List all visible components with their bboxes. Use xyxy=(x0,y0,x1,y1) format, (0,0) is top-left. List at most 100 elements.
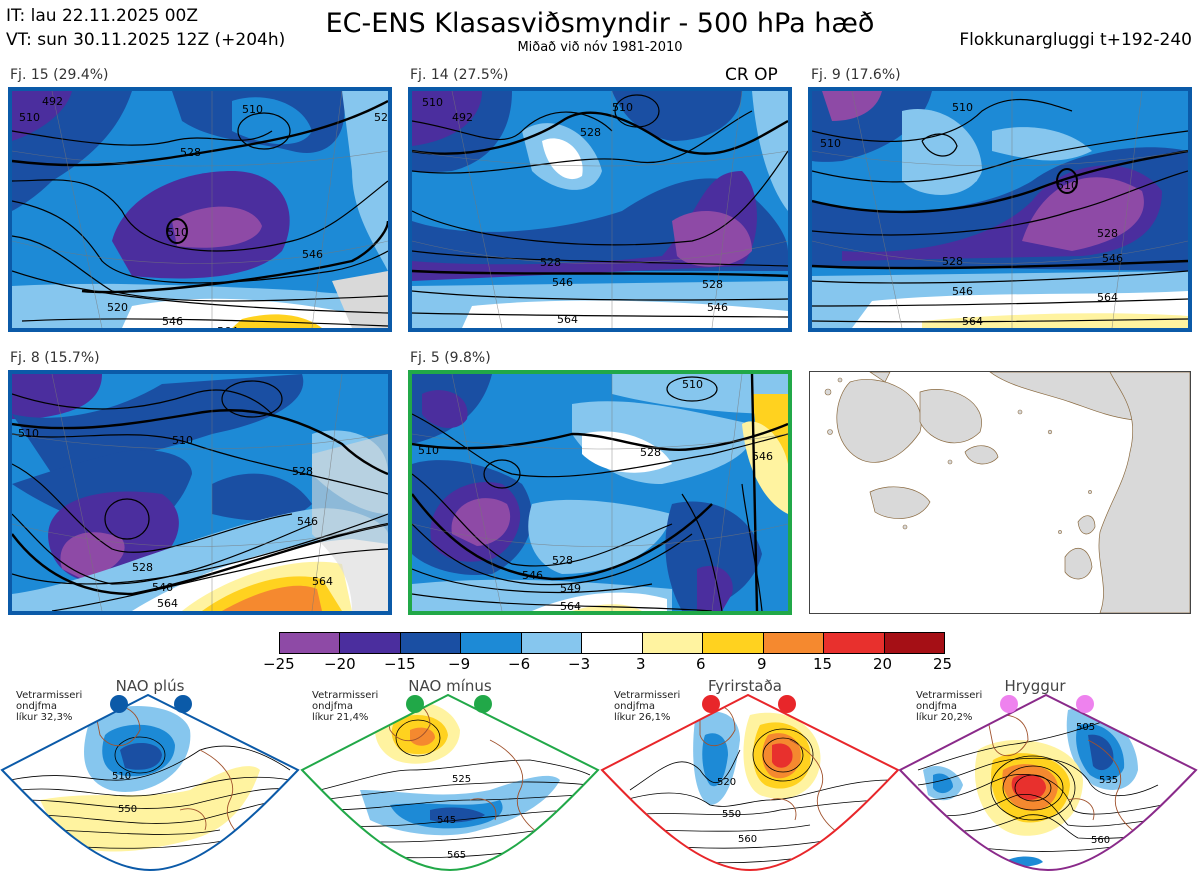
contour-label: 560 xyxy=(1091,835,1110,846)
contour-label: 528 xyxy=(640,446,661,459)
contour-label: 520 xyxy=(107,301,128,314)
contour-label: 505 xyxy=(1076,722,1095,733)
colorbar-swatch xyxy=(521,633,583,653)
panel-label-5: Fj. 5 (9.8%) xyxy=(410,350,491,366)
contour-label: 546 xyxy=(707,301,728,314)
colorbar-tick: 3 xyxy=(636,655,646,673)
regime-map-fyrirstada[interactable]: 520 550 560 xyxy=(600,690,902,871)
contour-label: 528 xyxy=(292,465,313,478)
colorbar-tick: 15 xyxy=(813,655,833,673)
panel-label-2: Fj. 14 (27.5%) xyxy=(410,67,509,83)
cluster-map-4[interactable]: 510 510 528 528 546 546 564 564 xyxy=(8,370,392,615)
contour-label: 528 xyxy=(540,256,561,269)
regime-map-nao-minus[interactable]: 525 545 565 xyxy=(300,690,602,871)
colorbar-tick: 25 xyxy=(933,655,953,673)
contour-label: 510 xyxy=(112,771,131,782)
colorbar-tick: −20 xyxy=(324,655,356,673)
contour-label: 510 xyxy=(1057,179,1078,192)
vt-line: VT: sun 30.11.2025 12Z (+204h) xyxy=(6,30,286,50)
contour-label: 510 xyxy=(19,111,40,124)
contour-label: 528 xyxy=(942,255,963,268)
contour-label: 492 xyxy=(42,95,63,108)
contour-label: 510 xyxy=(242,103,263,116)
colorbar-tick: −9 xyxy=(448,655,471,673)
page-subtitle: Miðað við nóv 1981-2010 xyxy=(517,40,683,55)
cluster-map-1[interactable]: 492 510 510 510 528 528 546 520 546 564 xyxy=(8,87,392,332)
regime-note: Vetrarmisseri ondjfma líkur 20,2% xyxy=(916,690,983,723)
contour-label: 564 xyxy=(557,313,578,326)
contour-label: 564 xyxy=(1097,291,1118,304)
contour-label: 546 xyxy=(522,569,543,582)
colorbar-swatch xyxy=(340,633,401,653)
colorbar-swatch xyxy=(642,633,704,653)
contour-label: 564 xyxy=(560,600,581,611)
cr-op-label: CR OP xyxy=(725,65,778,85)
contour-label: 528 xyxy=(702,278,723,291)
colorbar-tick: −6 xyxy=(508,655,531,673)
contour-label: 564 xyxy=(157,597,178,610)
regime-map-hryggur[interactable]: 505 535 560 xyxy=(898,690,1200,871)
contour-label: 510 xyxy=(682,378,703,391)
colorbar-tick: 6 xyxy=(696,655,706,673)
contour-label: 549 xyxy=(560,582,581,595)
colorbar-tick: 20 xyxy=(873,655,893,673)
contour-label: 564 xyxy=(312,575,333,588)
colorbar-swatch xyxy=(763,633,825,653)
colorbar-tick: −3 xyxy=(568,655,591,673)
contour-label: 546 xyxy=(162,315,183,328)
colorbar-tick: −15 xyxy=(384,655,416,673)
regime-map-nao-plus[interactable]: 510 550 xyxy=(0,690,302,871)
contour-label: 528 xyxy=(552,554,573,567)
contour-label: 535 xyxy=(1099,775,1118,786)
contour-label: 510 xyxy=(172,434,193,447)
contour-label: 528 xyxy=(580,126,601,139)
colorbar-swatch xyxy=(884,633,944,653)
contour-label: 550 xyxy=(118,804,137,815)
contour-label: 510 xyxy=(18,427,39,440)
colorbar-swatch xyxy=(280,633,341,653)
contour-label: 528 xyxy=(132,561,153,574)
reference-map[interactable] xyxy=(809,371,1191,614)
contour-label: 545 xyxy=(437,815,456,826)
page-title: EC-ENS Klasasviðsmyndir - 500 hPa hæð xyxy=(325,8,875,39)
contour-label: 510 xyxy=(952,101,973,114)
panel-label-3: Fj. 9 (17.6%) xyxy=(811,67,901,83)
contour-label: 560 xyxy=(738,834,757,845)
cluster-map-5[interactable]: 510 510 528 528 546 546 549 564 xyxy=(408,370,792,615)
cluster-map-3[interactable]: 510 510 510 528 528 546 546 564 564 xyxy=(808,87,1192,332)
regime-note: Vetrarmisseri ondjfma líkur 26,1% xyxy=(614,690,681,723)
contour-label: 510 xyxy=(422,96,443,109)
colorbar-swatch xyxy=(703,633,764,653)
contour-label: 546 xyxy=(297,515,318,528)
contour-label: 546 xyxy=(552,276,573,289)
contour-label: 564 xyxy=(962,315,983,328)
contour-label: 525 xyxy=(452,774,471,785)
contour-label: 546 xyxy=(302,248,323,261)
regime-note: Vetrarmisseri ondjfma líkur 21,4% xyxy=(312,690,379,723)
contour-label: 564 xyxy=(217,325,238,328)
colorbar-tick: −25 xyxy=(263,655,295,673)
cluster-map-2[interactable]: 492 510 510 528 528 528 546 546 564 xyxy=(408,87,792,332)
regime-title: NAO mínus xyxy=(408,677,492,695)
window-label: Flokkunargluggi t+192-240 xyxy=(959,30,1192,50)
contour-label: 528 xyxy=(180,146,201,159)
contour-label: 546 xyxy=(952,285,973,298)
contour-label: 510 xyxy=(612,101,633,114)
colorbar-swatch xyxy=(400,633,462,653)
contour-label: 565 xyxy=(447,850,466,861)
regime-title: NAO plús xyxy=(115,677,185,695)
colorbar-swatch xyxy=(824,633,885,653)
contour-label: 550 xyxy=(722,809,741,820)
contour-label: 492 xyxy=(452,111,473,124)
header-info: IT: lau 22.11.2025 00Z VT: sun 30.11.202… xyxy=(6,4,285,52)
colorbar-swatch xyxy=(582,633,643,653)
contour-label: 510 xyxy=(820,137,841,150)
colorbar-swatch xyxy=(461,633,522,653)
it-line: IT: lau 22.11.2025 00Z xyxy=(6,6,198,26)
panel-label-4: Fj. 8 (15.7%) xyxy=(10,350,100,366)
contour-label: 546 xyxy=(152,581,173,594)
contour-label: 510 xyxy=(167,226,188,239)
panel-label-1: Fj. 15 (29.4%) xyxy=(10,67,109,83)
contour-label: 528 xyxy=(374,111,388,124)
colorbar-tick: 9 xyxy=(757,655,767,673)
